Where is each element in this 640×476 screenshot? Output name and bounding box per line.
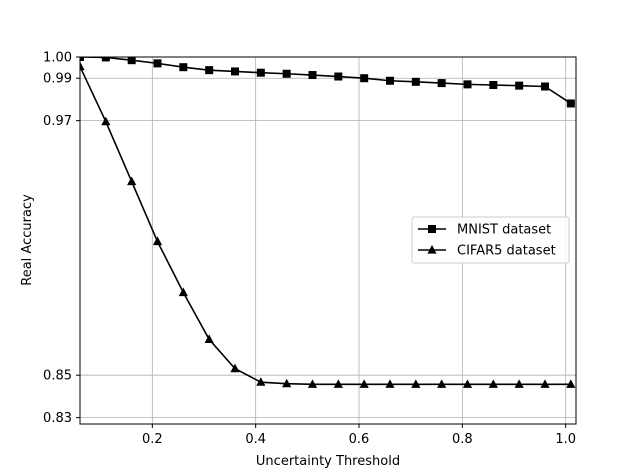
data-point (282, 378, 292, 388)
data-point (566, 99, 575, 108)
legend-triangle-marker (427, 245, 437, 254)
data-point (334, 72, 343, 81)
data-point (360, 74, 369, 83)
data-point (515, 81, 524, 90)
data-point (256, 377, 266, 386)
plot-frame (79, 56, 577, 425)
data-point (488, 379, 498, 388)
series-mnist (80, 57, 575, 108)
series-layer (80, 57, 576, 388)
y-tick-label: 0.83 (43, 411, 72, 426)
data-point (230, 363, 240, 373)
data-point (127, 176, 137, 186)
data-point (178, 287, 188, 297)
x-tick-label: 0.2 (142, 432, 163, 447)
data-point (282, 69, 291, 78)
data-point (204, 334, 214, 343)
data-point (514, 379, 524, 388)
data-point (566, 379, 576, 388)
y-axis-label: Real Accuracy (20, 194, 35, 286)
x-tick-label: 0.6 (349, 432, 370, 447)
data-point (359, 379, 369, 388)
data-point (333, 379, 343, 388)
data-point (127, 57, 136, 65)
y-tick-label: 1.00 (43, 51, 72, 66)
data-point (437, 79, 446, 88)
y-tick-label: 0.99 (43, 72, 72, 87)
data-point (153, 59, 162, 68)
legend-label: MNIST dataset (457, 223, 551, 238)
data-point (179, 63, 188, 72)
data-point (307, 379, 318, 388)
legend-item: CIFAR5 dataset (418, 244, 556, 259)
legend-label: CIFAR5 dataset (457, 244, 556, 259)
data-point (541, 82, 549, 91)
x-tick-label: 1.0 (555, 432, 576, 447)
data-point (101, 116, 111, 126)
data-point (540, 379, 550, 388)
legend-box (411, 216, 570, 264)
y-tick-label: 0.97 (43, 114, 72, 129)
x-axis-label: Uncertainty Threshold (256, 454, 400, 469)
data-point (308, 71, 317, 80)
axis-ticks: 0.2 0.4 0.6 0.8 1.0 0.83 0.85 0.97 0.99 1.00 (43, 51, 576, 448)
data-point (411, 77, 420, 86)
legend-item: MNIST dataset (418, 223, 551, 238)
data-point (411, 379, 421, 388)
series-line (80, 57, 572, 105)
series-cifar5 (80, 61, 576, 388)
legend-square-marker (428, 225, 436, 233)
data-point (256, 68, 265, 77)
x-tick-label: 0.8 (452, 432, 473, 447)
data-point (80, 57, 84, 61)
data-point (205, 66, 214, 75)
data-point (385, 379, 395, 388)
data-point (463, 80, 472, 89)
data-point (80, 61, 85, 71)
data-point (437, 379, 447, 388)
data-point (101, 57, 110, 62)
legend: MNIST dataset CIFAR5 dataset (411, 216, 570, 264)
data-point (489, 81, 498, 90)
data-point (462, 379, 473, 388)
series-line (80, 66, 571, 386)
y-tick-label: 0.85 (43, 369, 72, 384)
data-point (231, 67, 239, 76)
data-point (386, 76, 394, 85)
x-tick-label: 0.4 (245, 432, 266, 447)
data-point (152, 236, 163, 246)
